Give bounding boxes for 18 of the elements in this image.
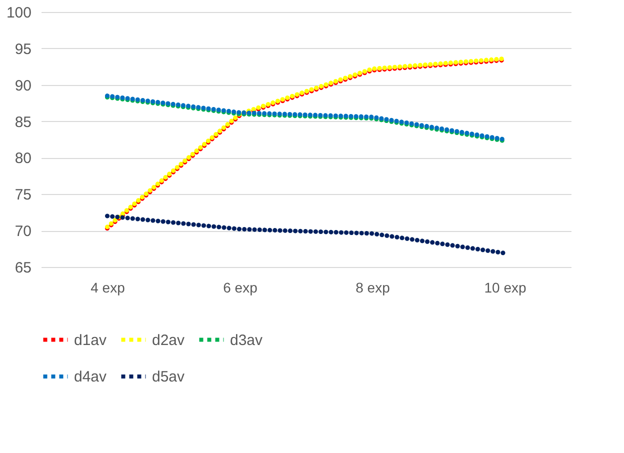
legend-label: d5av — [152, 368, 186, 386]
y-tick-label: 85 — [14, 114, 32, 131]
y-tick-label: 90 — [14, 77, 32, 94]
legend-label: d1av — [74, 332, 108, 349]
y-tick-label: 80 — [14, 150, 32, 168]
y-tick-label: 100 — [6, 4, 32, 22]
y-tick-label: 95 — [14, 40, 32, 58]
y-tick-label: 75 — [14, 186, 32, 204]
y-tick-label: 70 — [14, 223, 32, 240]
x-tick-label: 10 exp — [484, 280, 526, 296]
y-tick-label: 65 — [14, 260, 32, 276]
legend-label: d4av — [74, 368, 108, 386]
legend-label: d2av — [152, 332, 186, 349]
x-tick-label: 4 exp — [90, 280, 126, 296]
x-tick-label: 8 exp — [356, 280, 390, 296]
line-series — [105, 214, 507, 256]
legend-label: d3av — [230, 332, 264, 349]
x-tick-label: 6 exp — [223, 280, 258, 296]
